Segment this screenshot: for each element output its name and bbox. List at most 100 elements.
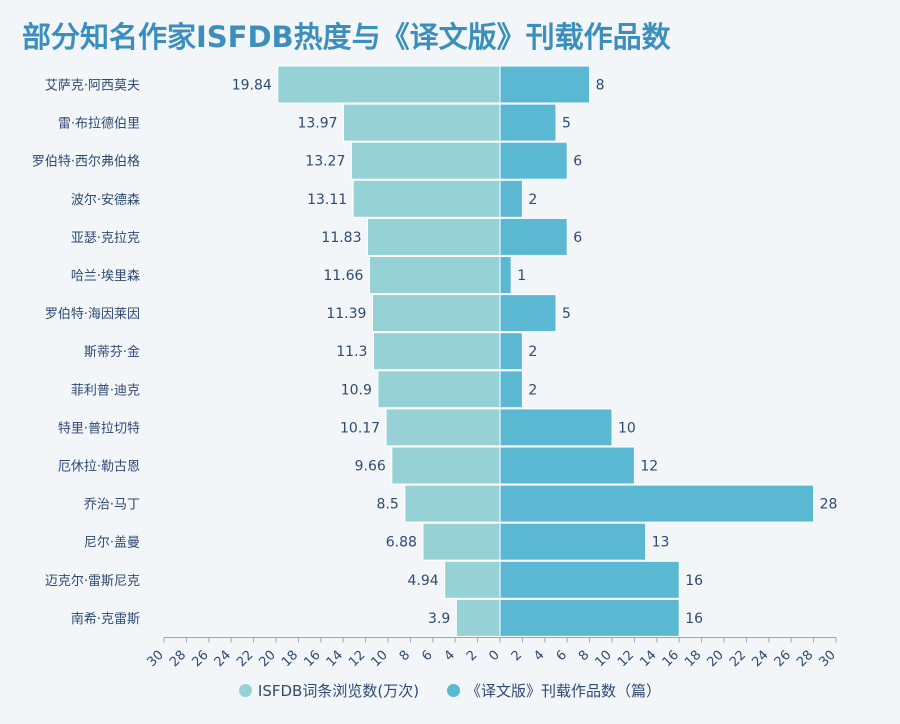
x-tick-label: 22 xyxy=(727,648,749,670)
x-tick-label: 4 xyxy=(531,648,547,664)
x-tick-label: 10 xyxy=(593,648,615,670)
x-tick-label: 8 xyxy=(397,648,413,664)
data-label-isfdb: 13.97 xyxy=(297,116,337,132)
x-tick-label: 30 xyxy=(145,648,167,670)
category-label: 艾萨克·阿西莫夫 xyxy=(45,79,140,94)
legend-item-works[interactable]: 《译文版》刊载作品数（篇） xyxy=(447,680,661,701)
data-label-works: 1 xyxy=(517,268,526,284)
bar-works xyxy=(499,560,680,599)
chart-title: 部分知名作家ISFDB热度与《译文版》刊载作品数 xyxy=(22,20,671,54)
bar-isfdb xyxy=(385,408,501,447)
bar-works xyxy=(499,294,557,333)
bar-works xyxy=(499,598,680,637)
chart-legend: ISFDB词条浏览数(万次) 《译文版》刊载作品数（篇） xyxy=(0,680,900,701)
bar-isfdb xyxy=(377,370,501,409)
data-label-works: 12 xyxy=(640,459,658,475)
x-tick-label: 6 xyxy=(554,648,570,664)
bar-isfdb xyxy=(277,65,501,104)
category-label: 斯蒂芬·金 xyxy=(84,344,140,360)
data-label-isfdb: 11.83 xyxy=(321,230,361,246)
category-label: 菲利普·迪克 xyxy=(71,383,140,398)
x-tick-label: 26 xyxy=(772,648,794,670)
x-tick-label: 16 xyxy=(660,648,682,670)
x-tick-label: 8 xyxy=(576,648,592,664)
category-label: 尼尔·盖曼 xyxy=(84,536,140,551)
data-label-works: 6 xyxy=(573,154,582,170)
x-tick-label: 4 xyxy=(442,648,458,664)
x-tick-label: 0 xyxy=(486,648,502,664)
category-label: 厄休拉·勒古恩 xyxy=(58,460,140,475)
legend-item-isfdb[interactable]: ISFDB词条浏览数(万次) xyxy=(238,680,419,701)
x-tick-label: 24 xyxy=(749,648,771,670)
x-tick-label: 20 xyxy=(257,648,279,670)
bar-isfdb xyxy=(391,446,501,485)
x-tick-label: 16 xyxy=(301,648,323,670)
x-tick-label: 14 xyxy=(324,648,346,670)
x-tick-label: 30 xyxy=(817,648,839,670)
category-label: 哈兰·埃里森 xyxy=(71,269,140,284)
x-tick-label: 18 xyxy=(682,648,704,670)
bar-works xyxy=(499,484,815,523)
bar-works xyxy=(499,408,613,447)
data-label-isfdb: 4.94 xyxy=(408,573,439,589)
category-label: 波尔·安德森 xyxy=(71,193,140,208)
legend-label-works: 《译文版》刊载作品数（篇） xyxy=(466,682,662,700)
x-tick-label: 12 xyxy=(615,648,637,670)
bar-works xyxy=(499,522,647,561)
data-label-isfdb: 10.9 xyxy=(341,382,372,398)
x-tick-label: 14 xyxy=(637,648,659,670)
data-label-works: 13 xyxy=(652,535,670,551)
bar-isfdb xyxy=(455,598,501,637)
bar-isfdb xyxy=(352,179,501,218)
data-label-works: 16 xyxy=(685,611,703,627)
data-label-works: 10 xyxy=(618,420,636,436)
bar-isfdb xyxy=(350,141,501,180)
bar-isfdb xyxy=(368,256,501,294)
bar-works xyxy=(499,141,568,180)
data-label-isfdb: 19.84 xyxy=(232,78,272,94)
bar-works xyxy=(499,256,512,294)
data-label-works: 6 xyxy=(573,230,582,246)
bar-isfdb xyxy=(343,103,501,142)
category-label: 南希·克雷斯 xyxy=(71,611,140,627)
category-label: 迈克尔·雷斯尼克 xyxy=(45,574,140,589)
x-tick-label: 18 xyxy=(279,648,301,670)
x-tick-label: 22 xyxy=(234,648,256,670)
bar-works xyxy=(499,179,523,218)
data-label-isfdb: 13.11 xyxy=(307,192,347,208)
x-tick-label: 6 xyxy=(419,648,435,664)
category-label: 乔治·马丁 xyxy=(84,498,140,513)
data-label-works: 2 xyxy=(528,382,537,398)
data-label-works: 8 xyxy=(596,78,605,94)
x-tick-label: 28 xyxy=(794,648,816,670)
bar-works xyxy=(499,103,557,142)
data-label-works: 5 xyxy=(562,116,571,132)
category-label: 罗伯特·海因莱因 xyxy=(45,307,140,322)
data-label-isfdb: 9.66 xyxy=(355,459,386,475)
x-tick-label: 10 xyxy=(369,648,391,670)
data-label-works: 28 xyxy=(820,497,838,513)
category-label: 特里·普拉切特 xyxy=(58,421,140,436)
x-tick-label: 2 xyxy=(509,648,525,664)
bar-works xyxy=(499,370,523,409)
category-label: 亚瑟·克拉克 xyxy=(71,231,140,246)
bar-works xyxy=(499,217,568,256)
data-label-isfdb: 3.9 xyxy=(428,611,450,627)
bar-works xyxy=(499,65,591,104)
data-label-isfdb: 11.3 xyxy=(336,344,367,360)
bar-works xyxy=(499,332,523,371)
bar-isfdb xyxy=(404,484,501,523)
category-label: 罗伯特·西尔弗伯格 xyxy=(32,154,140,170)
bar-works xyxy=(499,446,635,485)
bar-isfdb xyxy=(367,217,501,256)
data-label-isfdb: 13.27 xyxy=(305,154,345,170)
data-label-works: 2 xyxy=(528,344,537,360)
bar-isfdb xyxy=(444,560,501,599)
data-label-works: 16 xyxy=(685,573,703,589)
legend-dot-works xyxy=(447,684,461,697)
x-tick-label: 24 xyxy=(212,648,234,670)
data-label-isfdb: 11.66 xyxy=(323,268,363,284)
category-label: 雷·布拉德伯里 xyxy=(58,117,140,132)
data-label-isfdb: 6.88 xyxy=(386,535,417,551)
